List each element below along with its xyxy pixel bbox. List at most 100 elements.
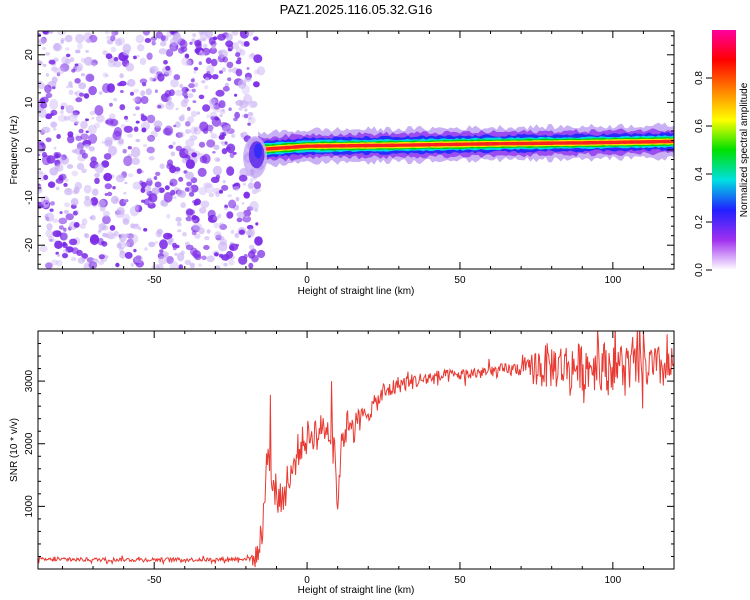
colorbar-tick-label: 0.8 bbox=[694, 71, 705, 85]
noise-speckle bbox=[64, 34, 73, 43]
noise-speckle bbox=[168, 144, 174, 149]
noise-speckle bbox=[120, 90, 124, 93]
noise-speckle bbox=[126, 133, 133, 138]
noise-speckle bbox=[221, 148, 228, 155]
noise-speckle bbox=[119, 198, 127, 207]
noise-speckle bbox=[191, 152, 198, 158]
noise-speckle bbox=[87, 124, 97, 135]
noise-speckle bbox=[184, 259, 192, 265]
noise-speckle bbox=[172, 32, 182, 43]
noise-speckle bbox=[227, 194, 232, 198]
spectrogram-heatmap bbox=[38, 31, 674, 269]
noise-speckle bbox=[254, 208, 258, 212]
noise-speckle bbox=[203, 182, 212, 189]
noise-speckle bbox=[88, 261, 98, 269]
noise-speckle bbox=[156, 228, 163, 235]
noise-speckle bbox=[78, 128, 84, 134]
noise-speckle bbox=[105, 74, 109, 77]
noise-speckle bbox=[42, 63, 47, 67]
noise-speckle bbox=[94, 177, 100, 184]
noise-speckle bbox=[124, 251, 133, 259]
noise-speckle bbox=[191, 214, 198, 221]
noise-speckle bbox=[56, 72, 61, 77]
signal-onset-blob bbox=[253, 143, 263, 159]
noise-speckle bbox=[241, 202, 245, 205]
noise-speckle bbox=[208, 98, 216, 105]
noise-speckle bbox=[62, 242, 68, 248]
noise-speckle bbox=[193, 66, 199, 71]
noise-speckle bbox=[247, 122, 251, 126]
noise-speckle bbox=[224, 207, 228, 211]
noise-speckle bbox=[61, 154, 67, 161]
noise-speckle bbox=[188, 88, 192, 92]
noise-speckle bbox=[71, 170, 79, 177]
noise-speckle bbox=[210, 133, 218, 139]
noise-speckle bbox=[65, 47, 70, 51]
noise-speckle bbox=[103, 210, 110, 218]
noise-speckle bbox=[83, 198, 93, 207]
noise-speckle bbox=[77, 257, 85, 264]
noise-speckle bbox=[164, 185, 170, 191]
noise-speckle bbox=[52, 43, 63, 52]
noise-speckle bbox=[248, 117, 252, 120]
noise-speckle bbox=[194, 254, 202, 261]
noise-speckle bbox=[201, 37, 206, 42]
noise-speckle bbox=[236, 211, 245, 218]
noise-speckle bbox=[41, 151, 48, 158]
noise-speckle bbox=[222, 180, 226, 184]
noise-speckle bbox=[55, 230, 62, 237]
noise-speckle bbox=[257, 249, 266, 259]
noise-speckle bbox=[83, 184, 92, 194]
noise-speckle bbox=[74, 91, 78, 95]
y-tick-label: 20 bbox=[24, 49, 35, 61]
noise-speckle bbox=[249, 178, 254, 183]
noise-speckle bbox=[224, 204, 229, 209]
noise-speckle bbox=[50, 121, 58, 128]
noise-speckle bbox=[69, 85, 74, 88]
noise-speckle bbox=[106, 35, 111, 40]
noise-speckle bbox=[222, 56, 228, 63]
noise-speckle bbox=[45, 202, 49, 205]
noise-speckle bbox=[65, 85, 71, 89]
noise-speckle bbox=[65, 246, 74, 253]
noise-speckle bbox=[90, 234, 99, 244]
noise-speckle bbox=[146, 52, 153, 60]
noise-speckle bbox=[104, 255, 109, 259]
noise-speckle bbox=[200, 200, 210, 208]
noise-speckle bbox=[71, 68, 76, 73]
colorbar: 0.0 0.2 0.4 0.6 0.8 Normalized spectral ampl… bbox=[694, 30, 750, 277]
noise-speckle bbox=[119, 250, 126, 259]
noise-speckle bbox=[51, 76, 58, 84]
noise-speckle bbox=[244, 76, 252, 83]
noise-speckle bbox=[45, 212, 55, 222]
noise-speckle bbox=[218, 50, 223, 55]
noise-speckle bbox=[219, 222, 224, 226]
x-tick-label: 100 bbox=[605, 275, 622, 286]
noise-speckle bbox=[207, 214, 218, 223]
noise-speckle bbox=[191, 38, 196, 43]
noise-speckle bbox=[102, 50, 108, 56]
noise-speckle bbox=[214, 231, 222, 239]
noise-speckle bbox=[95, 114, 105, 123]
noise-speckle bbox=[61, 252, 69, 259]
noise-speckle bbox=[123, 198, 128, 204]
noise-speckle bbox=[241, 84, 250, 95]
noise-speckle bbox=[49, 167, 59, 176]
noise-speckle bbox=[197, 167, 207, 177]
noise-speckle bbox=[172, 141, 176, 146]
noise-speckle bbox=[116, 207, 125, 216]
noise-speckle bbox=[164, 90, 172, 98]
noise-speckle bbox=[117, 82, 123, 87]
colorbar-tick-label: 0.0 bbox=[694, 263, 705, 277]
noise-speckle bbox=[174, 121, 181, 128]
noise-speckle bbox=[180, 202, 186, 209]
noise-speckle bbox=[221, 109, 225, 112]
noise-speckle bbox=[214, 265, 221, 269]
noise-speckle bbox=[216, 158, 220, 162]
noise-speckle bbox=[49, 98, 59, 110]
noise-speckle bbox=[105, 118, 114, 126]
noise-speckle bbox=[194, 48, 200, 54]
noise-speckle bbox=[214, 252, 219, 257]
noise-speckle bbox=[213, 102, 221, 110]
